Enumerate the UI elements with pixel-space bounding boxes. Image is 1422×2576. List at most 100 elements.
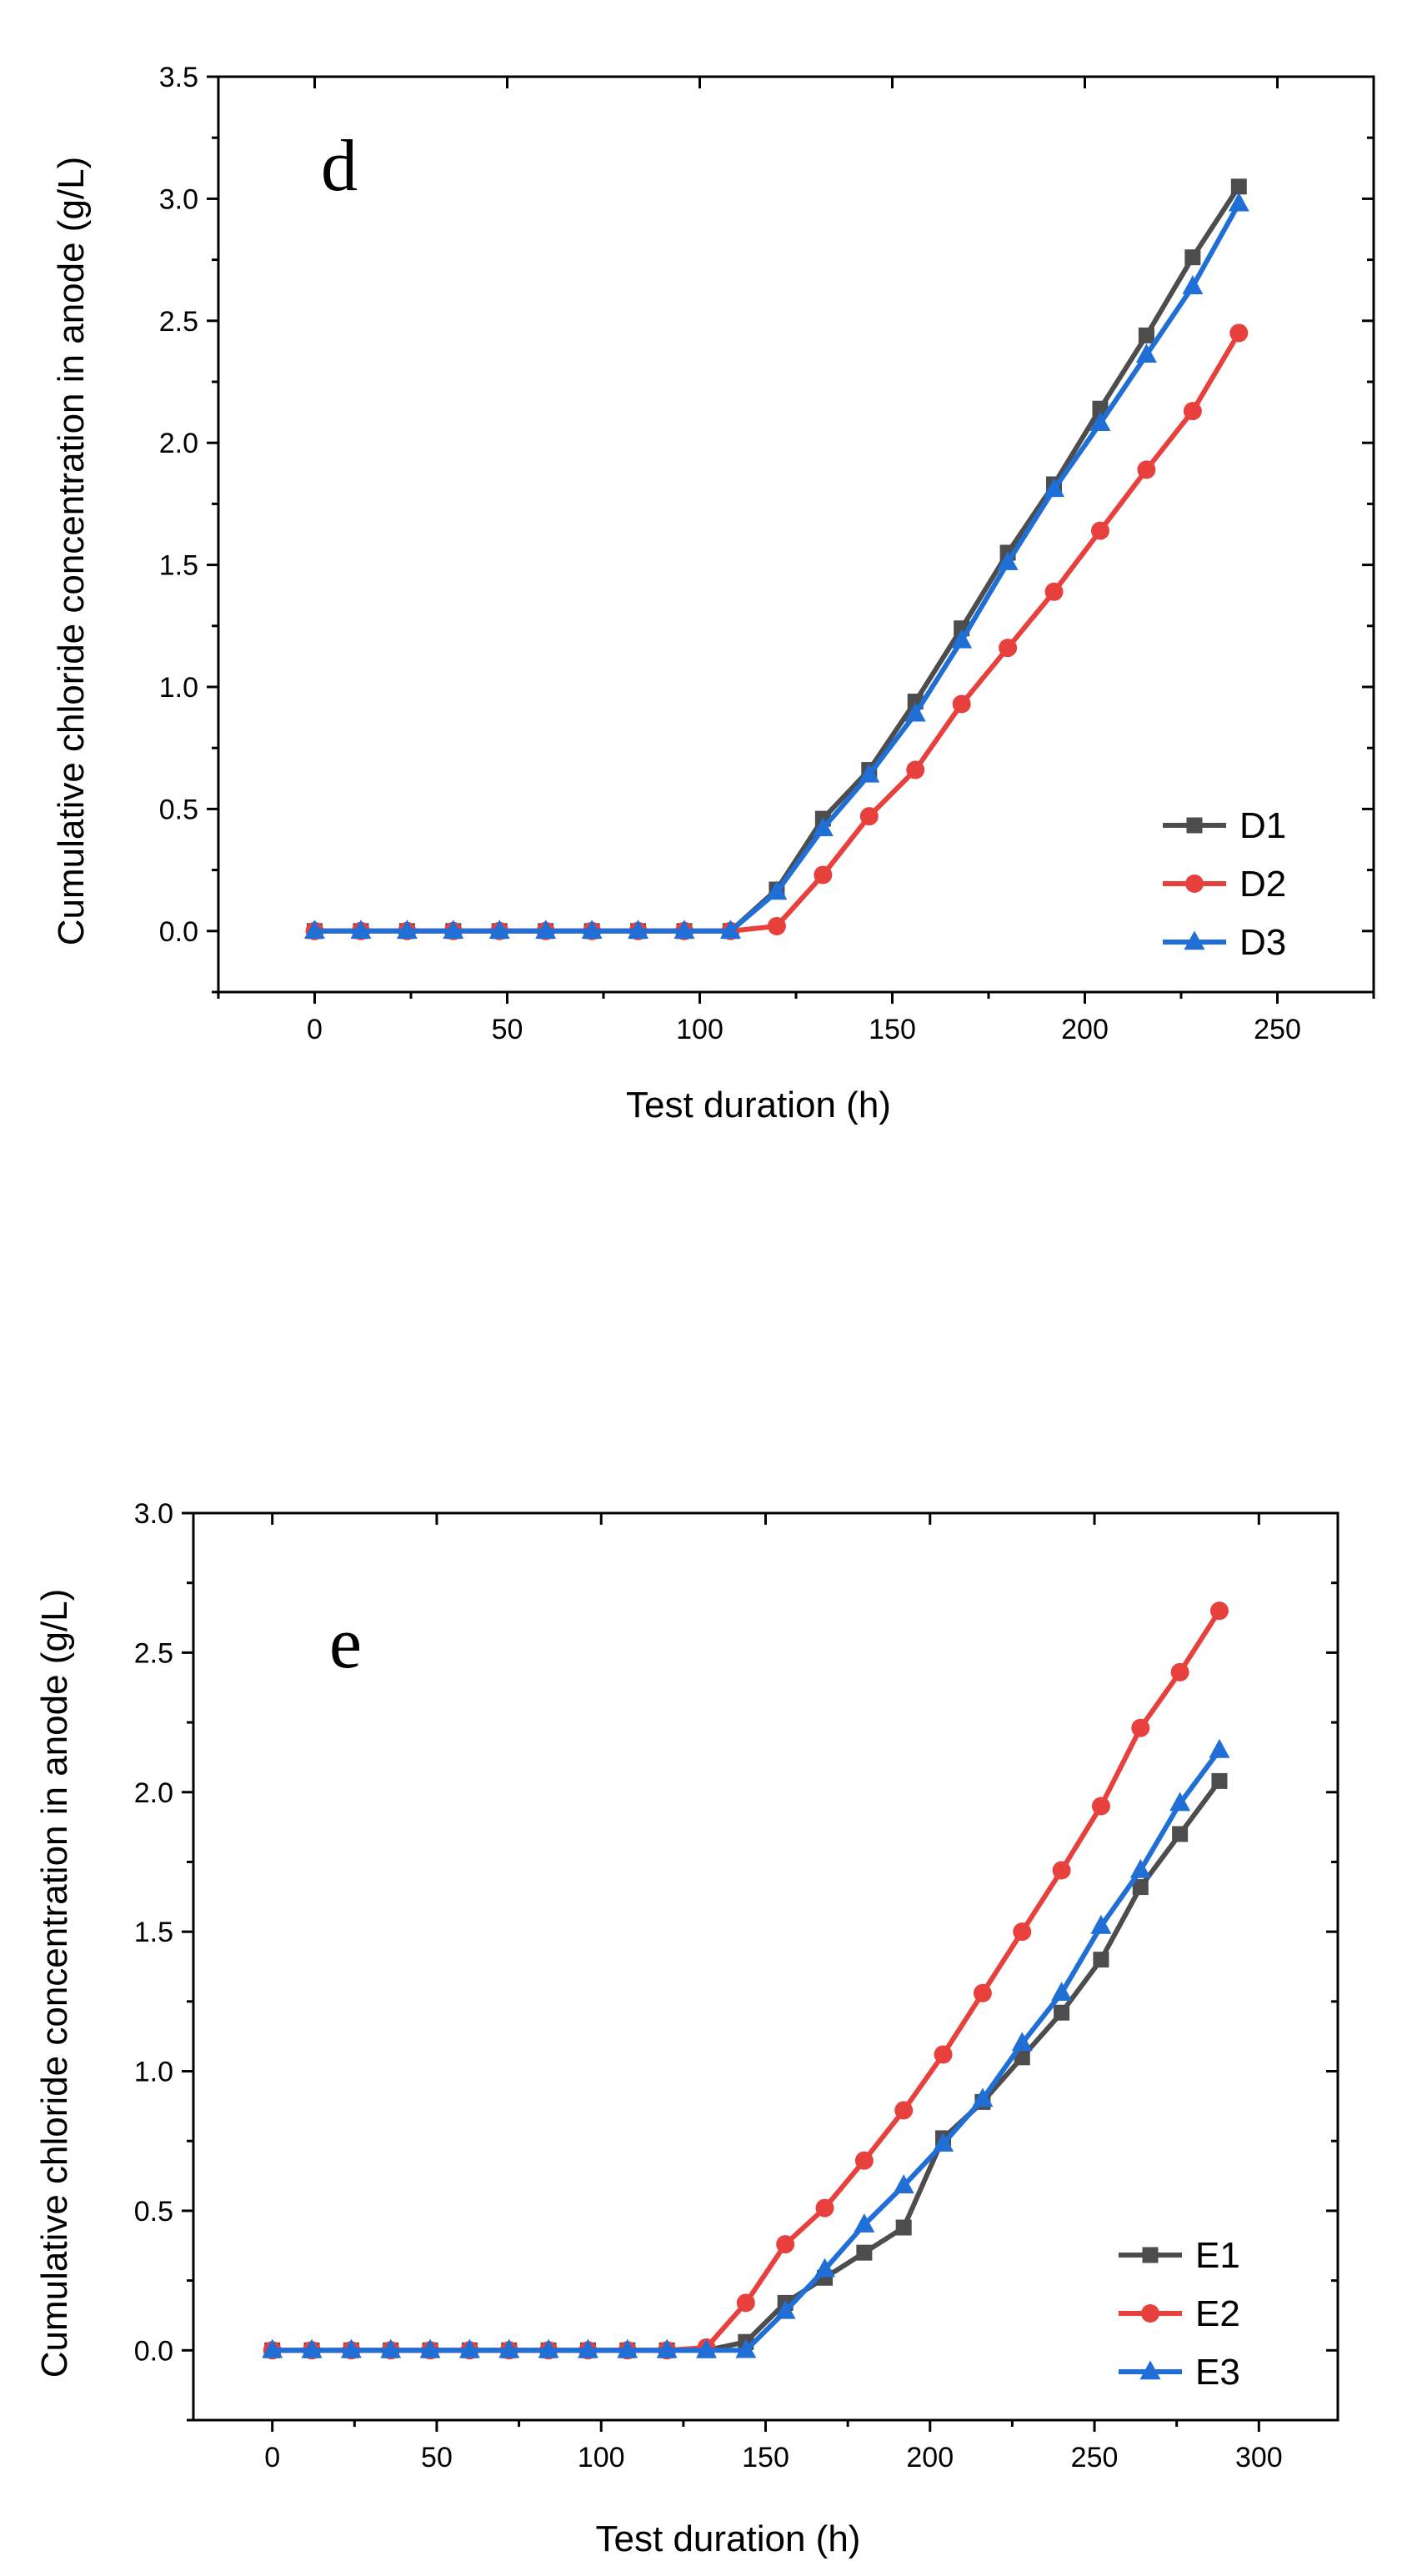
legend-item-E2: E2 [1119, 2293, 1240, 2334]
y-axis-title: Cumulative chloride concentration in ano… [34, 1589, 75, 2378]
series-line [314, 185, 1241, 934]
data-point [766, 880, 788, 900]
data-point [952, 694, 971, 714]
legend: D1 D2 D3 [1163, 805, 1286, 963]
data-point [1014, 2049, 1030, 2066]
legend-label: E3 [1195, 2352, 1240, 2393]
data-point [1054, 2004, 1070, 2021]
y-tick-label: 2.0 [134, 1777, 173, 1809]
data-point [815, 2198, 834, 2218]
y-tick-label: 2.5 [159, 306, 198, 338]
legend-label: E2 [1195, 2293, 1240, 2334]
data-point [933, 2132, 954, 2152]
data-point [1132, 1879, 1149, 1896]
x-tick-label: 0 [307, 1014, 323, 1045]
data-point [581, 920, 603, 940]
legend-item-D3: D3 [1163, 922, 1286, 963]
x-axis-title: Test duration (h) [596, 2518, 861, 2559]
data-point [419, 2338, 441, 2358]
data-point [893, 2174, 914, 2194]
data-point [262, 2338, 283, 2358]
x-tick-label: 250 [1254, 1014, 1301, 1045]
data-point [1138, 327, 1154, 343]
data-point [1129, 1858, 1151, 1878]
data-point [859, 763, 880, 783]
data-point [736, 2293, 755, 2313]
data-point [1013, 1922, 1032, 1942]
data-point [719, 920, 741, 940]
data-point [814, 2258, 836, 2278]
series-line [272, 1609, 1222, 2353]
data-point [776, 2235, 795, 2254]
x-tick-label: 100 [676, 1014, 724, 1045]
data-point [577, 2338, 598, 2358]
legend-item-D1: D1 [1163, 805, 1286, 846]
series-E1 [264, 1772, 1228, 2358]
chart-panel-d: 0 50 100 150 200 250 0.0 0.5 1.0 1.5 2.0 2.5 3.0 3.5 T… [51, 62, 1375, 1125]
data-point [695, 2338, 717, 2358]
x-tick-label: 200 [1061, 1014, 1109, 1045]
legend: E1 E2 E3 [1119, 2235, 1240, 2393]
y-axis-title: Cumulative chloride concentration in ano… [51, 157, 92, 946]
series-line [314, 202, 1241, 934]
data-point [1228, 192, 1249, 212]
x-tick-label: 0 [264, 2442, 280, 2473]
series-E3 [262, 1738, 1230, 2358]
data-point [1169, 1792, 1191, 1812]
data-point [1170, 1662, 1189, 1681]
chart-panel-e: 0 50 100 150 200 250 300 0.0 0.5 1.0 1.5 2.0 2.5 3.0 T… [34, 1498, 1339, 2559]
data-point [617, 2338, 638, 2358]
panel-label: e [329, 1603, 362, 1684]
data-point [1052, 1861, 1071, 1880]
data-point [767, 916, 786, 935]
legend-item-E3: E3 [1119, 2352, 1240, 2393]
legend-label: D2 [1239, 864, 1286, 905]
data-point [951, 629, 973, 649]
y-tick-label: 3.0 [159, 183, 198, 215]
legend-label: D3 [1239, 922, 1286, 963]
y-tick-label: 1.5 [134, 1917, 173, 1948]
data-point [859, 807, 879, 826]
legend-item-E1: E1 [1119, 2235, 1240, 2276]
data-point [380, 2338, 402, 2358]
data-point [973, 1983, 992, 2002]
data-point [1091, 1797, 1110, 1816]
x-tick-label: 200 [906, 2442, 954, 2473]
data-point [812, 817, 834, 837]
data-point [488, 920, 510, 940]
legend-marker [1139, 2360, 1161, 2380]
y-tick-label: 3.0 [134, 1498, 173, 1530]
y-tick-label: 0.0 [159, 916, 198, 948]
data-point [1092, 400, 1109, 417]
data-point [972, 2087, 994, 2107]
plot-frame [217, 75, 1375, 994]
data-point [538, 2338, 559, 2358]
x-tick-label: 250 [1071, 2442, 1119, 2473]
data-point [628, 920, 649, 940]
data-point [904, 702, 926, 722]
data-point [1011, 2032, 1033, 2052]
y-tick-label: 1.5 [159, 550, 198, 582]
y-tick-label: 1.0 [159, 672, 198, 704]
y-tick-label: 1.0 [134, 2057, 173, 2088]
data-point [997, 551, 1019, 570]
y-tick-label: 0.5 [159, 794, 198, 825]
legend-label: E1 [1195, 2235, 1240, 2276]
legend-marker [1185, 875, 1204, 893]
data-point [895, 2219, 912, 2236]
data-point [1089, 412, 1111, 432]
data-point [735, 2338, 757, 2358]
data-point [1044, 478, 1065, 498]
x-tick-label: 100 [578, 2442, 625, 2473]
plot-frame [192, 1511, 1339, 2422]
data-point [396, 920, 418, 940]
data-point [1090, 1914, 1112, 1934]
y-tick-label: 3.5 [159, 62, 198, 93]
data-point [1229, 323, 1249, 343]
x-tick-label: 300 [1235, 2442, 1283, 2473]
legend-marker [1186, 817, 1203, 834]
x-tick-label: 150 [869, 1014, 916, 1045]
data-point [1209, 1601, 1229, 1621]
data-point [304, 920, 325, 940]
